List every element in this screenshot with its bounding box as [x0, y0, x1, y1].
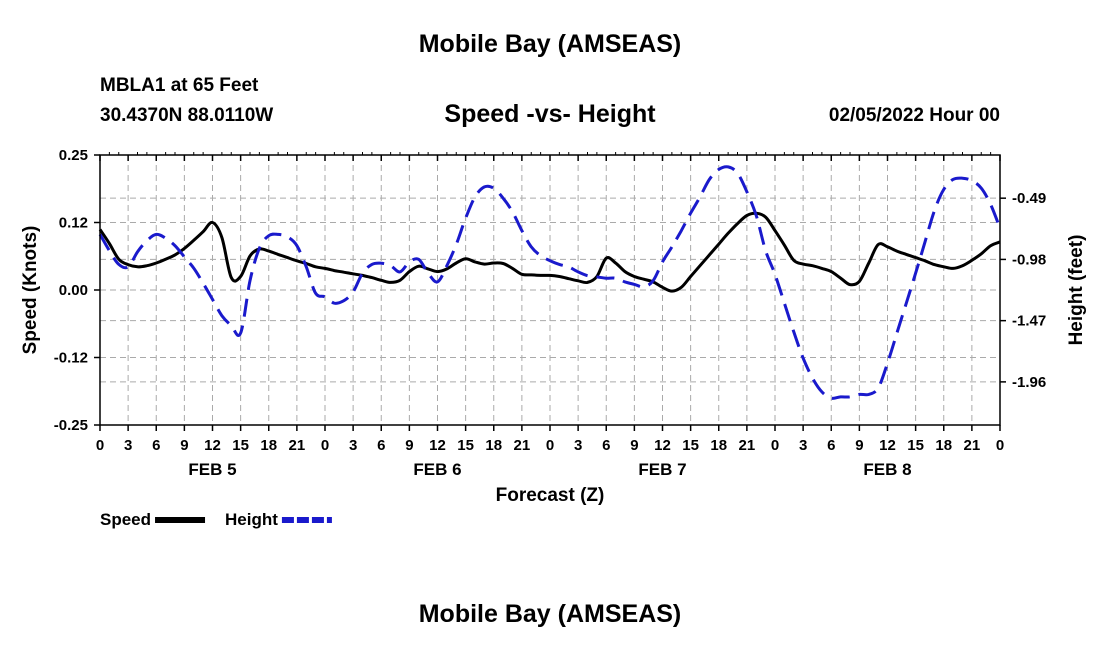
x-tick-label: 12 [204, 437, 221, 454]
speed-series-line [98, 211, 1001, 293]
x-tick-label: 3 [799, 437, 807, 454]
right-tick-label: -0.98 [1012, 251, 1046, 268]
day-label: FEB 8 [863, 460, 911, 479]
right-tick-label: -1.96 [1012, 374, 1046, 391]
right-tick-label: -1.47 [1012, 313, 1046, 330]
left-y-axis-label: Speed (Knots) [20, 226, 41, 355]
next-chart-title: Mobile Bay (AMSEAS) [418, 600, 682, 628]
x-tick-label: 9 [855, 437, 863, 454]
chart-subtitle: Speed -vs- Height [444, 100, 656, 128]
x-tick-label: 9 [630, 437, 638, 454]
left-tick-label: 0.12 [59, 215, 88, 232]
day-label: FEB 5 [188, 460, 236, 479]
x-tick-label: 9 [405, 437, 413, 454]
x-tick-label: 21 [739, 437, 756, 454]
x-tick-label: 0 [96, 437, 104, 454]
x-tick-label: 18 [260, 437, 277, 454]
x-tick-label: 18 [710, 437, 727, 454]
station-name: MBLA1 at 65 Feet [100, 75, 259, 96]
x-tick-label: 3 [349, 437, 357, 454]
x-tick-label: 6 [827, 437, 835, 454]
day-label: FEB 7 [638, 460, 686, 479]
chart-title: Mobile Bay (AMSEAS) [418, 30, 682, 58]
x-tick-label: 18 [935, 437, 952, 454]
x-tick-label: 21 [514, 437, 531, 454]
x-tick-label: 0 [546, 437, 554, 454]
x-tick-label: 12 [429, 437, 446, 454]
x-tick-label: 0 [321, 437, 329, 454]
x-tick-label: 21 [964, 437, 981, 454]
left-tick-label: -0.12 [54, 350, 88, 367]
legend: Speed Height [100, 510, 332, 529]
x-tick-label: 3 [124, 437, 132, 454]
height-series-line [98, 165, 1002, 400]
left-tick-label: 0.25 [59, 147, 88, 164]
x-tick-label: 9 [180, 437, 188, 454]
forecast-run-time: 02/05/2022 Hour 00 [828, 105, 1000, 126]
x-tick-label: 0 [996, 437, 1004, 454]
right-tick-label: -0.49 [1012, 190, 1046, 207]
axis-ticks: 0 3 6 9 12 15 18 21 0 3 6 9 12 15 18 21 0 3 6 9 12 15 18 21 0 3 6 9… [54, 147, 1046, 479]
x-tick-label: 18 [485, 437, 502, 454]
x-tick-label: 15 [907, 437, 924, 454]
x-tick-label: 0 [771, 437, 779, 454]
day-label: FEB 6 [413, 460, 461, 479]
x-tick-label: 15 [682, 437, 699, 454]
legend-label-speed: Speed [100, 510, 151, 529]
x-axis-label: Forecast (Z) [496, 485, 605, 506]
grid-lines [100, 155, 1000, 425]
x-tick-label: 15 [457, 437, 474, 454]
x-tick-label: 12 [879, 437, 896, 454]
x-tick-label: 6 [152, 437, 160, 454]
left-tick-label: -0.25 [54, 417, 88, 434]
right-y-axis-label: Height (feet) [1066, 235, 1087, 346]
x-tick-label: 6 [377, 437, 385, 454]
series-lines [98, 165, 1002, 400]
x-tick-label: 12 [654, 437, 671, 454]
x-tick-label: 3 [574, 437, 582, 454]
left-tick-label: 0.00 [59, 282, 88, 299]
x-tick-label: 21 [289, 437, 306, 454]
legend-label-height: Height [225, 510, 278, 529]
x-tick-label: 6 [602, 437, 610, 454]
station-coordinates: 30.4370N 88.0110W [100, 105, 274, 126]
x-tick-label: 15 [232, 437, 249, 454]
